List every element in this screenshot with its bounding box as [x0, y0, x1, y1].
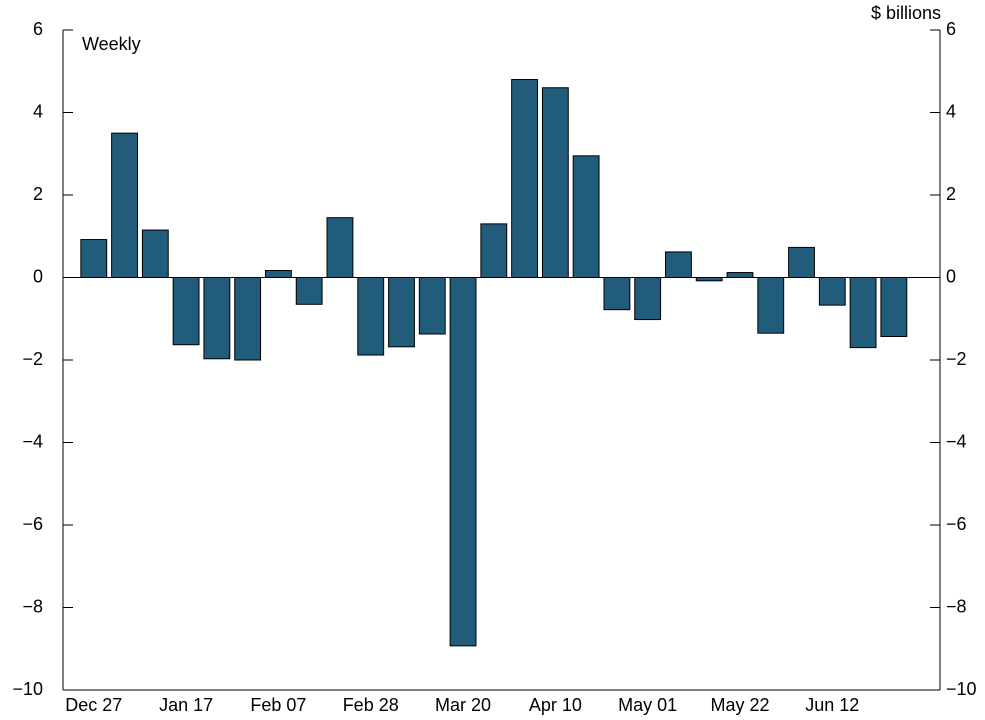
y-tick-label: −6: [22, 514, 43, 534]
y2-tick-label: 6: [946, 19, 956, 39]
bar: [665, 251, 692, 279]
bar: [757, 277, 785, 334]
bar: [357, 277, 385, 356]
bar: [849, 277, 877, 349]
x-tick-label: Apr 10: [529, 695, 582, 715]
bar: [726, 272, 754, 278]
y2-tick-label: 0: [946, 266, 956, 286]
bar: [264, 269, 292, 278]
x-tick-label: Mar 20: [435, 695, 491, 715]
bar: [880, 277, 908, 337]
y2-tick-label: −8: [946, 596, 967, 616]
y-tick-label: 0: [33, 266, 43, 286]
y-tick-label: 2: [33, 184, 43, 204]
y-tick-label: −4: [22, 431, 43, 451]
y2-tick-label: 4: [946, 101, 956, 121]
y-tick-label: 6: [33, 19, 43, 39]
y2-tick-label: −4: [946, 431, 967, 451]
y2-tick-label: −10: [946, 679, 977, 699]
bar: [141, 229, 169, 278]
bar: [603, 277, 631, 311]
x-tick-label: Jun 12: [805, 695, 859, 715]
bar: [295, 277, 323, 305]
bar: [111, 132, 138, 278]
bar: [541, 87, 569, 278]
y-tick-label: −8: [22, 596, 43, 616]
bar: [172, 277, 200, 346]
bar: [418, 277, 446, 335]
x-tick-label: May 01: [618, 695, 677, 715]
bar: [788, 246, 815, 278]
annotation: Weekly: [82, 34, 141, 54]
y-tick-label: 4: [33, 101, 43, 121]
y2-tick-label: −6: [946, 514, 967, 534]
x-tick-label: Jan 17: [159, 695, 213, 715]
bar: [234, 277, 262, 361]
bar: [511, 79, 539, 278]
bar: [203, 277, 231, 360]
y-unit-label: $ billions: [871, 3, 941, 23]
x-tick-label: Feb 28: [343, 695, 399, 715]
bar: [326, 217, 354, 278]
bar: [388, 277, 415, 348]
y-tick-label: −2: [22, 349, 43, 369]
x-tick-label: Feb 07: [250, 695, 306, 715]
bar: [572, 155, 600, 278]
bar: [818, 277, 846, 306]
bar: [449, 277, 477, 647]
y2-tick-label: 2: [946, 184, 956, 204]
y-tick-label: −10: [12, 679, 43, 699]
bar: [480, 223, 508, 278]
bar: [634, 277, 662, 321]
bar: [80, 239, 108, 279]
x-tick-label: Dec 27: [65, 695, 122, 715]
y2-tick-label: −2: [946, 349, 967, 369]
x-tick-label: May 22: [710, 695, 769, 715]
